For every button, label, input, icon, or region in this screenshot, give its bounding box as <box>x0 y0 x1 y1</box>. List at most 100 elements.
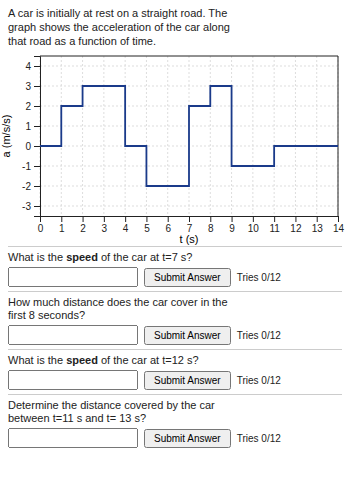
tick-label: 8 <box>208 223 214 234</box>
tick: 14 <box>333 216 345 234</box>
tick-label: 9 <box>229 223 235 234</box>
submit-button[interactable]: Submit Answer <box>144 268 231 287</box>
tick: 13 <box>312 216 324 234</box>
tick-mark <box>61 216 62 222</box>
tick-label: 1 <box>25 121 31 132</box>
answer-input[interactable] <box>8 267 138 287</box>
tick-mark <box>253 216 254 222</box>
question-text: How much distance does the car cover in … <box>8 296 342 322</box>
answer-input[interactable] <box>8 325 138 345</box>
tick-mark <box>34 166 40 167</box>
tick-mark <box>232 216 233 222</box>
tick-mark <box>168 216 169 222</box>
tick-mark <box>34 146 40 147</box>
tick-label: 0 <box>25 141 31 152</box>
grid-line <box>295 56 296 216</box>
title: A car is initially at rest on a straight… <box>0 0 350 50</box>
grid-line <box>40 66 338 67</box>
question-block: What is the speed of the car at t=7 s? Su… <box>8 246 342 291</box>
tick: -3 <box>22 201 40 212</box>
marks <box>40 86 338 186</box>
tick-mark <box>338 216 339 222</box>
axis-line <box>41 217 339 223</box>
tick-label: 11 <box>269 223 280 234</box>
grid-line <box>338 56 339 216</box>
tick-label: 3 <box>102 223 108 234</box>
submit-button[interactable]: Submit Answer <box>144 429 231 448</box>
axis-line <box>34 57 41 217</box>
tick-mark <box>104 216 105 222</box>
tick-mark <box>189 216 190 222</box>
tick-mark <box>34 86 40 87</box>
tries: Tries 0/12 <box>237 433 281 444</box>
tick-mark <box>274 216 275 222</box>
answer-input[interactable] <box>8 370 138 390</box>
tick: 9 <box>229 216 235 234</box>
grid-line <box>167 56 168 216</box>
answer-row: Submit Answer Tries 0/12 <box>8 267 342 287</box>
tick: 7 <box>187 216 193 234</box>
y-axis: -3 -2 -1 0 1 2 3 4 <box>22 57 40 217</box>
tries: Tries 0/12 <box>237 330 281 341</box>
tick-label: 5 <box>144 223 150 234</box>
tick-mark <box>83 216 84 222</box>
answer-row: Submit Answer Tries 0/12 <box>8 325 342 345</box>
tries: Tries 0/12 <box>237 272 281 283</box>
tick: -2 <box>22 181 40 192</box>
question-block: Determine the distance covered by the ca… <box>8 394 342 452</box>
answer-input[interactable] <box>8 428 138 448</box>
tick: 2 <box>80 216 86 234</box>
tick: 1 <box>59 216 65 234</box>
plot-area: 01234567891011121314-3-2-101234t (s)a (m… <box>0 56 344 245</box>
tick-mark <box>146 216 147 222</box>
question-block: How much distance does the car cover in … <box>8 291 342 349</box>
tick: 0 <box>38 216 44 234</box>
submit-button[interactable]: Submit Answer <box>144 371 231 390</box>
grid-line <box>103 56 104 216</box>
grid-line <box>210 56 211 216</box>
tick: 11 <box>269 216 280 234</box>
submit-button[interactable]: Submit Answer <box>144 326 231 345</box>
tick-label: -1 <box>22 161 31 172</box>
tick-label: 2 <box>25 101 31 112</box>
tick: 1 <box>25 121 40 132</box>
chart: 01234567891011121314-3-2-101234t (s)a (m… <box>0 50 350 246</box>
question-text: What is the speed of the car at t=7 s? <box>8 251 342 264</box>
grid-line <box>82 56 83 216</box>
tick-label: 4 <box>123 223 129 234</box>
tick-label: 10 <box>248 223 260 234</box>
y-axis-label: a (m/s/s) <box>0 115 12 158</box>
x-axis-label: t (s) <box>180 233 199 245</box>
answer-row: Submit AnswerTries 0/12 <box>8 370 342 390</box>
tick-label: 4 <box>25 61 31 72</box>
grid <box>40 56 338 216</box>
tick-label: 0 <box>38 223 44 234</box>
tick: -1 <box>22 161 40 172</box>
tick-label: -2 <box>22 181 31 192</box>
grid-line <box>252 56 253 216</box>
question-block: What is the speed of the car at t=12 s?S… <box>8 349 342 394</box>
grid-line <box>316 56 317 216</box>
tick-label: 3 <box>25 81 31 92</box>
grid-line <box>274 56 275 216</box>
tick-label: 2 <box>80 223 86 234</box>
tick-mark <box>34 186 40 187</box>
tick-mark <box>34 206 40 207</box>
tick: 3 <box>102 216 108 234</box>
tick-mark <box>317 216 318 222</box>
tick-mark <box>295 216 296 222</box>
x-axis: 01234567891011121314 <box>38 216 345 234</box>
data-line <box>40 86 338 186</box>
tick-label: 1 <box>59 223 65 234</box>
tick-mark <box>34 126 40 127</box>
tick-label: -3 <box>22 201 31 212</box>
tick: 2 <box>25 101 40 112</box>
tick: 3 <box>25 81 40 92</box>
tick: 12 <box>290 216 302 234</box>
tick: 8 <box>208 216 214 234</box>
questions: What is the speed of the car at t=7 s? Su… <box>0 246 350 452</box>
frame-line <box>338 56 339 216</box>
bold-word: speed <box>66 354 98 366</box>
tick-label: 6 <box>165 223 171 234</box>
tick-mark <box>34 66 40 67</box>
